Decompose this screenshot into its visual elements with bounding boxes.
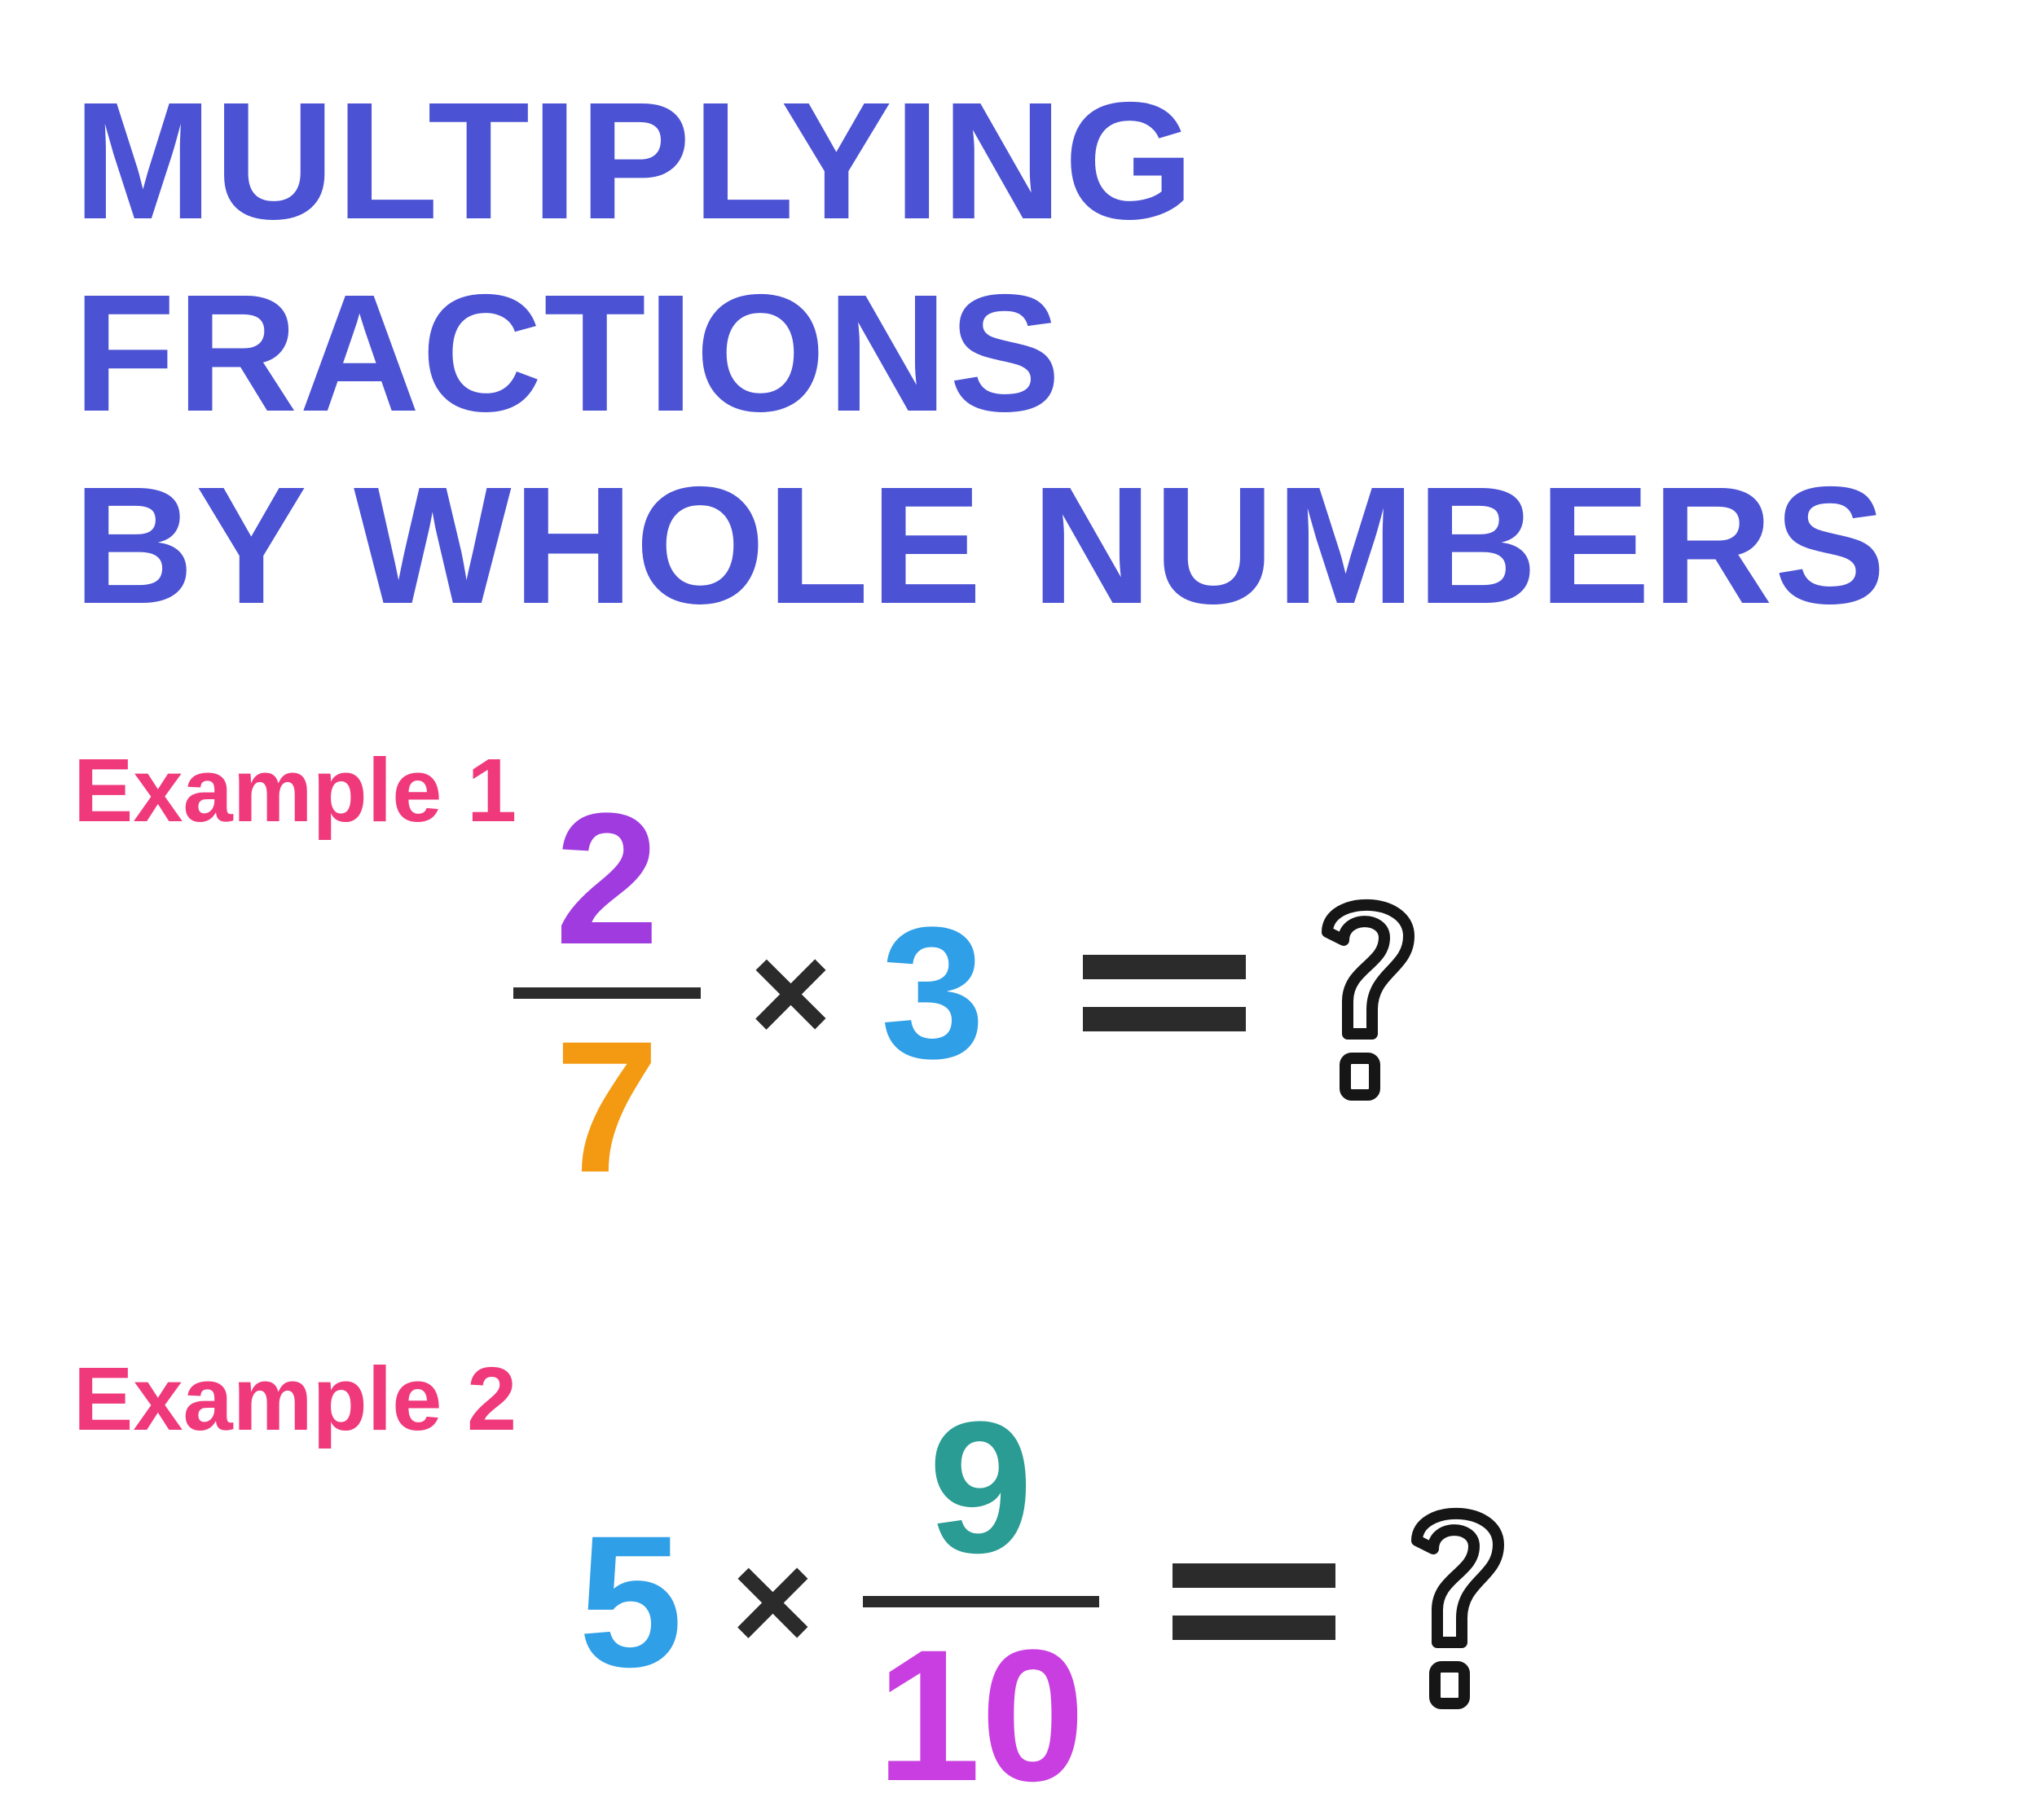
page-title: MULTIPLYING FRACTIONS BY WHOLE NUMBERS	[73, 65, 1964, 641]
whole-number-2: 5	[579, 1508, 683, 1695]
numerator-1: 2	[555, 785, 659, 973]
question-mark-1	[1295, 871, 1441, 1115]
fraction-2: 9 10	[863, 1394, 1099, 1809]
denominator-1: 7	[555, 1013, 659, 1201]
equals-bar-top-1	[1083, 955, 1246, 979]
times-operator-2: ×	[732, 1532, 814, 1673]
title-line-2: BY WHOLE NUMBERS	[73, 450, 1964, 642]
numerator-2: 9	[929, 1394, 1033, 1581]
equation-1: 2 7 × 3	[513, 785, 1964, 1201]
equation-2: 5 × 9 10	[579, 1394, 1964, 1809]
equals-bar-top-2	[1172, 1563, 1335, 1588]
denominator-2: 10	[877, 1622, 1085, 1809]
title-line-1: MULTIPLYING FRACTIONS	[73, 65, 1964, 450]
fraction-bar-1	[513, 987, 701, 999]
whole-number-1: 3	[881, 899, 985, 1087]
equals-bar-bottom-2	[1172, 1616, 1335, 1640]
equals-bar-bottom-1	[1083, 1007, 1246, 1031]
times-operator-1: ×	[750, 923, 832, 1064]
equals-1	[1083, 955, 1246, 1031]
question-mark-2	[1384, 1479, 1531, 1724]
fraction-bar-2	[863, 1596, 1099, 1607]
fraction-1: 2 7	[513, 785, 701, 1201]
equals-2	[1172, 1563, 1335, 1640]
